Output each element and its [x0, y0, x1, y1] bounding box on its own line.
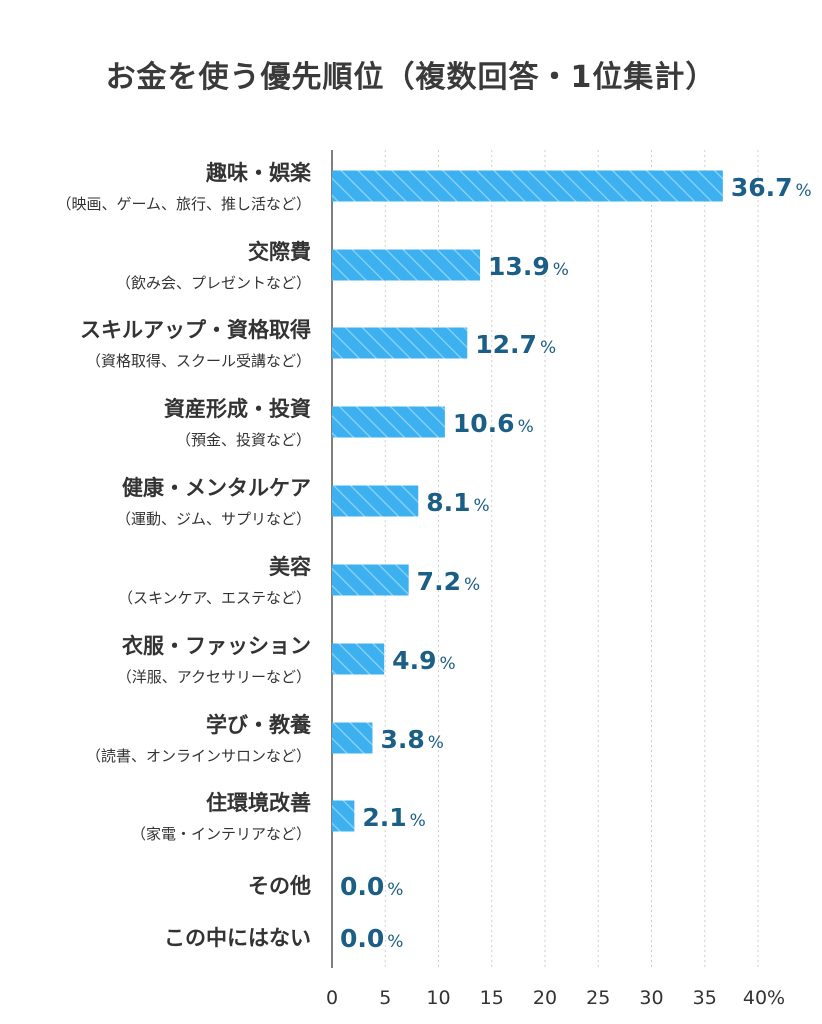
data-label: 8.1% — [426, 488, 489, 517]
category-sublabel: （預金、投資など） — [176, 431, 311, 449]
bar — [332, 327, 468, 359]
x-tick-label: 20 — [533, 987, 557, 1009]
category-label: この中にはない — [164, 926, 311, 950]
category-sublabel: （運動、ジム、サプリなど） — [116, 510, 311, 528]
category-sublabel: （映画、ゲーム、旅行、推し活など） — [56, 195, 311, 213]
category-label: 衣服・ファッション — [122, 634, 311, 658]
bar — [332, 485, 419, 517]
category-sublabel: （飲み会、プレゼントなど） — [116, 274, 311, 292]
data-label: 0.0% — [340, 872, 403, 901]
category-label: 学び・教養 — [206, 713, 312, 737]
data-label: 12.7% — [475, 330, 556, 359]
category-label: 美容 — [269, 555, 311, 579]
bar — [332, 643, 385, 675]
bar — [332, 249, 481, 281]
chart-title: お金を使う優先順位（複数回答・1位集計） — [105, 60, 717, 95]
data-label: 4.9% — [392, 646, 455, 675]
category-label: 資産形成・投資 — [164, 397, 311, 421]
x-tick-label: 0 — [326, 987, 338, 1009]
bar — [332, 406, 445, 438]
x-tick-label: 10 — [426, 987, 450, 1009]
category-label: 住環境改善 — [206, 791, 311, 815]
category-label: スキルアップ・資格取得 — [80, 318, 311, 342]
bar — [332, 722, 373, 754]
x-tick-label: 25 — [586, 987, 610, 1009]
data-label: 13.9% — [488, 252, 569, 281]
category-label: 健康・メンタルケア — [122, 476, 311, 500]
category-sublabel: （家電・インテリアなど） — [131, 825, 311, 843]
data-label: 2.1% — [362, 803, 425, 832]
category-label: 趣味・娯楽 — [205, 161, 312, 185]
category-label: 交際費 — [248, 240, 311, 264]
category-sublabel: （スキンケア、エステなど） — [118, 589, 311, 607]
data-label: 36.7% — [731, 173, 812, 202]
x-tick-label: 35 — [693, 987, 717, 1009]
bar — [332, 800, 355, 832]
bar — [332, 170, 723, 202]
x-tick-label: 5 — [379, 987, 391, 1009]
data-label: 10.6% — [453, 409, 534, 438]
category-sublabel: （資格取得、スクール受講など） — [86, 352, 311, 370]
x-tick-label: 30 — [639, 987, 663, 1009]
data-label: 3.8% — [380, 725, 443, 754]
bar — [332, 564, 409, 596]
category-label: その他 — [248, 874, 311, 898]
category-sublabel: （読書、オンラインサロンなど） — [86, 747, 311, 765]
data-label: 0.0% — [340, 924, 403, 953]
category-sublabel: （洋服、アクセサリーなど） — [117, 668, 311, 686]
x-tick-label: 40% — [743, 987, 785, 1009]
x-tick-label: 15 — [480, 987, 504, 1009]
data-label: 7.2% — [417, 567, 480, 596]
